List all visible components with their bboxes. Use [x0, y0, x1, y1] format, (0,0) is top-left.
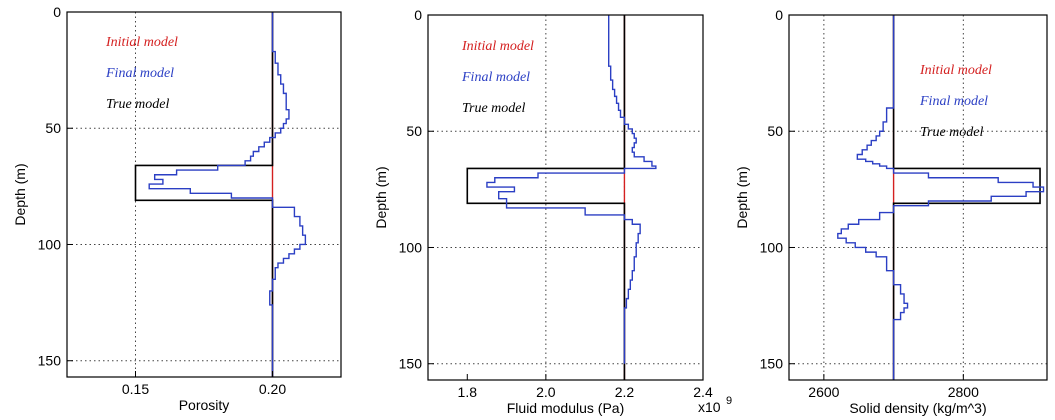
x-exponent-power: 9	[726, 395, 732, 407]
x-tick-label: 2.4	[693, 384, 713, 400]
y-tick-label: 50	[45, 120, 61, 136]
legend-entry: Final model	[105, 66, 174, 81]
y-tick-label: 150	[399, 356, 423, 372]
legend-entry: True model	[462, 101, 526, 116]
x-tick-label: 2800	[948, 384, 979, 400]
y-tick-label: 100	[760, 239, 784, 255]
final-model-line	[486, 15, 657, 364]
y-tick-label: 0	[775, 7, 783, 23]
y-tick-label: 0	[53, 4, 61, 20]
legend-entry: Final model	[919, 94, 988, 109]
x-axis-label: Fluid modulus (Pa)	[507, 400, 625, 416]
true-model-line	[466, 15, 626, 380]
x-tick-label: 0.20	[259, 381, 286, 397]
true-model-line	[892, 15, 1041, 380]
legend-entry: Initial model	[919, 63, 992, 78]
y-tick-label: 100	[399, 239, 423, 255]
y-axis-label: Depth (m)	[734, 166, 750, 228]
x-axis-label: Solid density (kg/m^3)	[849, 400, 986, 416]
legend-entry: True model	[920, 125, 984, 140]
final-model-line	[148, 12, 307, 377]
y-tick-label: 150	[38, 353, 62, 369]
legend-entry: True model	[106, 97, 170, 112]
legend-entry: Final model	[461, 70, 530, 85]
plot-frame	[427, 14, 704, 381]
legend-entry: Initial model	[105, 35, 178, 50]
porosity-panel: 0 50 100 150 0.15 0.20 Porosity Depth (m) Initia…	[12, 4, 342, 413]
y-axis-label: Depth (m)	[12, 163, 28, 225]
x-tick-label: 2600	[808, 384, 839, 400]
fluid-modulus-panel: 0 50 100 150 1.8 2.0 2.2 2.4 Fluid modulus (Pa) D…	[373, 7, 732, 416]
y-tick-label: 100	[38, 236, 62, 252]
plot-frame	[788, 14, 1048, 381]
legend-entry: Initial model	[461, 39, 534, 54]
y-tick-label: 50	[406, 123, 422, 139]
true-model-line	[134, 12, 274, 377]
x-tick-label: 2.2	[615, 384, 635, 400]
x-axis-label: Porosity	[179, 397, 230, 413]
x-tick-label: 1.8	[458, 384, 478, 400]
y-tick-label: 50	[767, 123, 783, 139]
y-tick-label: 150	[760, 356, 784, 372]
x-tick-label: 0.15	[122, 381, 149, 397]
plot-frame	[66, 11, 342, 378]
final-model-line	[837, 15, 1045, 380]
x-exponent-label: x10	[698, 399, 721, 415]
y-axis-label: Depth (m)	[373, 166, 389, 228]
x-tick-label: 2.0	[536, 384, 556, 400]
y-tick-label: 0	[414, 7, 422, 23]
